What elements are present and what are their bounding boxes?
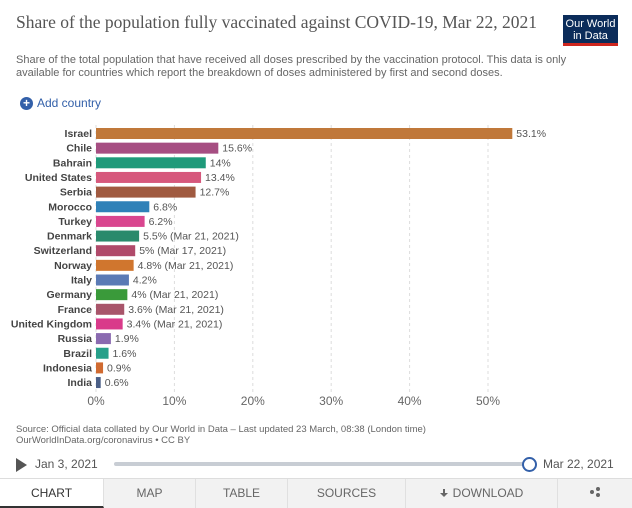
category-label: United States — [25, 172, 92, 184]
source-line-1: Source: Official data collated by Our Wo… — [16, 424, 426, 435]
chart-subtitle: Share of the total population that have … — [16, 54, 567, 79]
value-label: 3.6% (Mar 21, 2021) — [128, 304, 224, 316]
tab-download[interactable]: DOWNLOAD — [406, 479, 558, 508]
category-label: Chile — [66, 143, 92, 155]
value-label: 5% (Mar 17, 2021) — [139, 245, 226, 257]
timeline-handle[interactable] — [522, 457, 537, 472]
bar[interactable] — [96, 303, 125, 315]
value-label: 1.9% — [115, 333, 139, 345]
tab-table[interactable]: TABLE — [196, 479, 288, 508]
category-label: Switzerland — [34, 245, 92, 257]
x-tick-label: 40% — [398, 394, 422, 408]
owid-logo[interactable]: Our World in Data — [563, 15, 618, 46]
value-label: 3.4% (Mar 21, 2021) — [127, 318, 223, 330]
share-button[interactable] — [558, 479, 632, 508]
bar[interactable] — [96, 318, 123, 330]
tab-chart[interactable]: CHART — [0, 479, 104, 508]
share-icon — [590, 487, 600, 497]
bar[interactable] — [96, 259, 134, 271]
plus-circle-icon: + — [20, 96, 33, 110]
bar[interactable] — [96, 215, 145, 227]
chart-title: Share of the population fully vaccinated… — [16, 12, 537, 32]
bar[interactable] — [96, 245, 136, 257]
category-label: Morocco — [48, 201, 92, 213]
category-label: Turkey — [58, 216, 92, 228]
bar[interactable] — [96, 157, 206, 169]
x-tick-label: 20% — [241, 394, 265, 408]
tab-map[interactable]: MAP — [104, 479, 196, 508]
value-label: 6.2% — [149, 216, 173, 228]
bar[interactable] — [96, 333, 111, 345]
category-label: Germany — [46, 289, 92, 301]
category-label: Russia — [58, 333, 93, 345]
bar[interactable] — [96, 142, 219, 154]
timeline-start-date: Jan 3, 2021 — [35, 457, 98, 471]
category-label: Denmark — [47, 231, 92, 243]
add-country-label: Add country — [37, 96, 102, 110]
value-label: 14% — [210, 157, 231, 169]
category-label: United Kingdom — [11, 318, 92, 330]
category-label: Brazil — [63, 348, 92, 360]
category-label: Israel — [65, 128, 93, 140]
value-label: 4.2% — [133, 275, 157, 287]
logo-underline — [563, 43, 618, 46]
bar[interactable] — [96, 201, 150, 213]
category-label: Serbia — [60, 187, 92, 199]
category-label: France — [58, 304, 93, 316]
value-label: 4% (Mar 21, 2021) — [131, 289, 218, 301]
logo-line1: Our World — [565, 18, 616, 30]
bar[interactable] — [96, 289, 128, 301]
x-tick-label: 50% — [476, 394, 500, 408]
bar[interactable] — [96, 171, 202, 183]
value-label: 1.6% — [113, 348, 137, 360]
value-label: 6.8% — [153, 201, 177, 213]
value-label: 0.6% — [105, 377, 129, 389]
tab-download-label: DOWNLOAD — [452, 486, 524, 500]
download-icon — [439, 489, 448, 498]
bar[interactable] — [96, 186, 196, 198]
source-line-2[interactable]: OurWorldInData.org/coronavirus • CC BY — [16, 435, 191, 446]
category-label: Indonesia — [43, 362, 92, 374]
value-label: 5.5% (Mar 21, 2021) — [143, 231, 239, 243]
timeline-end-date: Mar 22, 2021 — [543, 457, 614, 471]
value-label: 13.4% — [205, 172, 235, 184]
bar[interactable] — [96, 274, 129, 286]
logo-line2: in Data — [573, 30, 608, 42]
value-label: 15.6% — [222, 143, 252, 155]
tab-sources[interactable]: SOURCES — [288, 479, 406, 508]
x-tick-label: 30% — [319, 394, 343, 408]
value-label: 12.7% — [200, 187, 230, 199]
value-label: 0.9% — [107, 362, 131, 374]
category-label: India — [67, 377, 92, 389]
category-label: Italy — [71, 275, 92, 287]
x-tick-label: 10% — [162, 394, 186, 408]
timeline-track[interactable] — [114, 462, 528, 466]
bar[interactable] — [96, 377, 101, 389]
category-label: Norway — [54, 260, 92, 272]
source-note: Source: Official data collated by Our Wo… — [16, 424, 576, 446]
tab-bar: CHART MAP TABLE SOURCES DOWNLOAD — [0, 478, 632, 508]
add-country-button[interactable]: + Add country — [20, 96, 101, 110]
bar[interactable] — [96, 230, 140, 242]
bar[interactable] — [96, 347, 109, 359]
bar[interactable] — [96, 128, 513, 139]
x-tick-label: 0% — [87, 394, 105, 408]
play-icon[interactable] — [16, 458, 27, 472]
category-label: Bahrain — [53, 157, 92, 169]
bar-chart: 0% 10% 20% 30% 40% 50% Israel 53.1% Chile 15.6% Ba… — [11, 125, 546, 408]
bar[interactable] — [96, 362, 104, 374]
value-label: 4.8% (Mar 21, 2021) — [138, 260, 234, 272]
value-label: 53.1% — [516, 128, 546, 140]
